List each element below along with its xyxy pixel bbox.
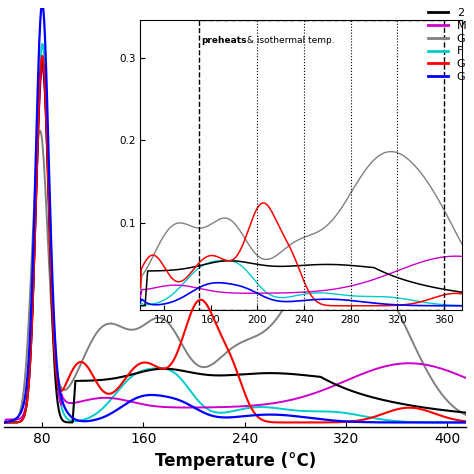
X-axis label: Temperature (°C): Temperature (°C) [155,452,316,470]
Legend: 2, M, G, F, G, G: 2, M, G, F, G, G [423,4,471,86]
